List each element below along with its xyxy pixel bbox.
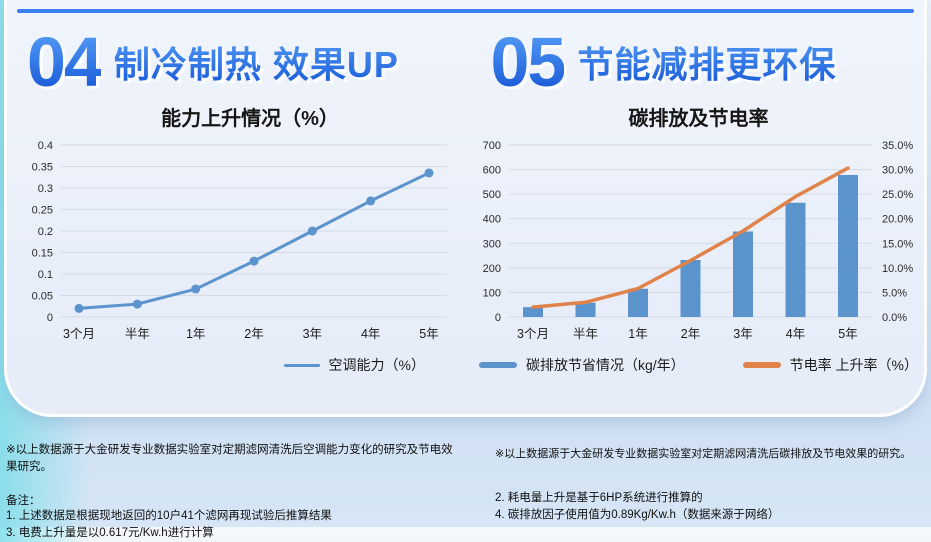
carbon-combo-chart-block: 碳排放及节电率 700 35.0% 600 30.0% 500 25.0% 400 20.0%… [463,96,931,375]
svg-text:1年: 1年 [628,327,647,341]
svg-text:25.0%: 25.0% [882,190,913,202]
svg-text:3年: 3年 [733,327,752,341]
svg-text:3年: 3年 [303,327,322,341]
svg-text:0.0%: 0.0% [882,312,907,324]
svg-text:0.4: 0.4 [38,140,53,152]
charts-card: 04 制冷制热 效果UP 05 节能减排更环保 能力上升情况（%） 0.4 0.3… [4,0,927,417]
footnote-note: 1. 上述数据是根据现地返回的10户41个滤网再现试验后推算结果 [6,509,332,522]
svg-text:1年: 1年 [186,327,205,341]
line-chart-title: 能力上升情况（%） [161,108,339,131]
top-divider-rule [17,9,914,13]
svg-text:10.0%: 10.0% [882,263,913,275]
capacity-line-chart-block: 能力上升情况（%） 0.4 0.35 0.3 0.25 0.2 0.15 0.1 0.05 0 3… [11,96,463,375]
svg-text:0.35: 0.35 [32,162,53,174]
line-legend-swatch [283,364,320,367]
svg-text:100: 100 [483,288,501,300]
svg-text:0: 0 [47,312,53,324]
svg-text:2年: 2年 [681,327,700,341]
svg-text:3个月: 3个月 [63,327,95,341]
footnote-left-source: ※以上数据源于大金研发专业数据实验室对定期滤网清洗后空调能力变化的研究及节电效果… [6,444,453,474]
svg-text:0.05: 0.05 [32,291,53,303]
footnotes-row: ※以上数据源于大金研发专业数据实验室对定期滤网清洗后空调能力变化的研究及节电效果… [0,436,931,539]
svg-text:500: 500 [483,190,501,202]
section-header-05: 05 节能减排更环保 [469,23,911,101]
svg-text:半年: 半年 [573,327,598,341]
svg-text:400: 400 [483,214,501,226]
svg-text:0.15: 0.15 [32,248,53,260]
charts-row: 能力上升情况（%） 0.4 0.35 0.3 0.25 0.2 0.15 0.1 0.05 0 3… [7,94,924,375]
svg-text:35.0%: 35.0% [882,140,913,152]
svg-text:0.1: 0.1 [38,269,53,281]
legend-label: 节电率 上升率（%） [789,357,919,374]
svg-text:30.0%: 30.0% [882,165,913,177]
combo-chart-legend: 碳排放节省情况（kg/年） 节电率 上升率（%） [463,355,931,375]
capacity-line-chart: 0.4 0.35 0.3 0.25 0.2 0.15 0.1 0.05 0 3个月 半年 1年 2年 3年… [32,140,447,341]
legend-label: 碳排放节省情况（kg/年） [525,357,685,374]
line-chart-legend: 空调能力（%） [11,355,463,375]
footnote-right-source: ※以上数据源于大金研发专业数据实验室对定期滤网清洗后碳排放及节电效果的研究。 [495,448,912,460]
section-header-04: 04 制冷制热 效果UP [27,23,469,101]
legend-label: 空调能力（%） [328,357,425,374]
svg-text:20.0%: 20.0% [882,214,913,226]
footnote-left-column: ※以上数据源于大金研发专业数据实验室对定期滤网清洗后空调能力变化的研究及节电效果… [0,436,493,539]
svg-text:半年: 半年 [125,327,150,341]
carbon-combo-chart: 700 35.0% 600 30.0% 500 25.0% 400 20.0% 300 15.0%… [483,140,914,341]
svg-text:15.0%: 15.0% [882,239,913,251]
svg-text:700: 700 [483,140,501,152]
svg-text:300: 300 [483,239,501,251]
footnote-note: 2. 耗电量上升是基于6HP系统进行推算的 [495,491,703,504]
svg-text:4年: 4年 [361,327,380,341]
legend-item: 空调能力（%） [283,355,425,375]
section-number-04: 04 [27,23,103,101]
svg-text:0.3: 0.3 [38,183,53,195]
svg-text:3个月: 3个月 [517,327,549,341]
combo-chart-title: 碳排放及节电率 [628,108,769,131]
footnote-note: 3. 电费上升量是以0.617元/Kw.h进行计算 [6,526,214,539]
svg-text:5年: 5年 [419,327,438,341]
svg-text:0.25: 0.25 [32,205,53,217]
bar-legend-swatch [478,362,517,369]
svg-text:600: 600 [483,165,501,177]
legend-item: 碳排放节省情况（kg/年） [478,355,685,375]
svg-text:2年: 2年 [244,327,263,341]
legend-item: 节电率 上升率（%） [742,355,919,375]
rate-legend-swatch [742,362,781,369]
section-number-05: 05 [490,23,567,101]
footnote-note-title: 备注： [6,494,41,507]
svg-text:0: 0 [495,312,501,324]
svg-text:4年: 4年 [786,327,805,341]
svg-text:0.2: 0.2 [38,226,53,238]
svg-text:5年: 5年 [838,327,857,341]
section-title-04: 制冷制热 效果UP [114,36,399,88]
footnote-note: 4. 碳排放因子使用值为0.89Kg/Kw.h（数据来源于网络） [495,508,780,521]
svg-text:200: 200 [483,263,501,275]
section-title-05: 节能减排更环保 [577,36,836,88]
svg-text:5.0%: 5.0% [882,288,907,300]
footnote-right-column: ※以上数据源于大金研发专业数据实验室对定期滤网清洗后碳排放及节电效果的研究。 2… [493,436,931,527]
section-headers: 04 制冷制热 效果UP 05 节能减排更环保 [7,0,924,101]
